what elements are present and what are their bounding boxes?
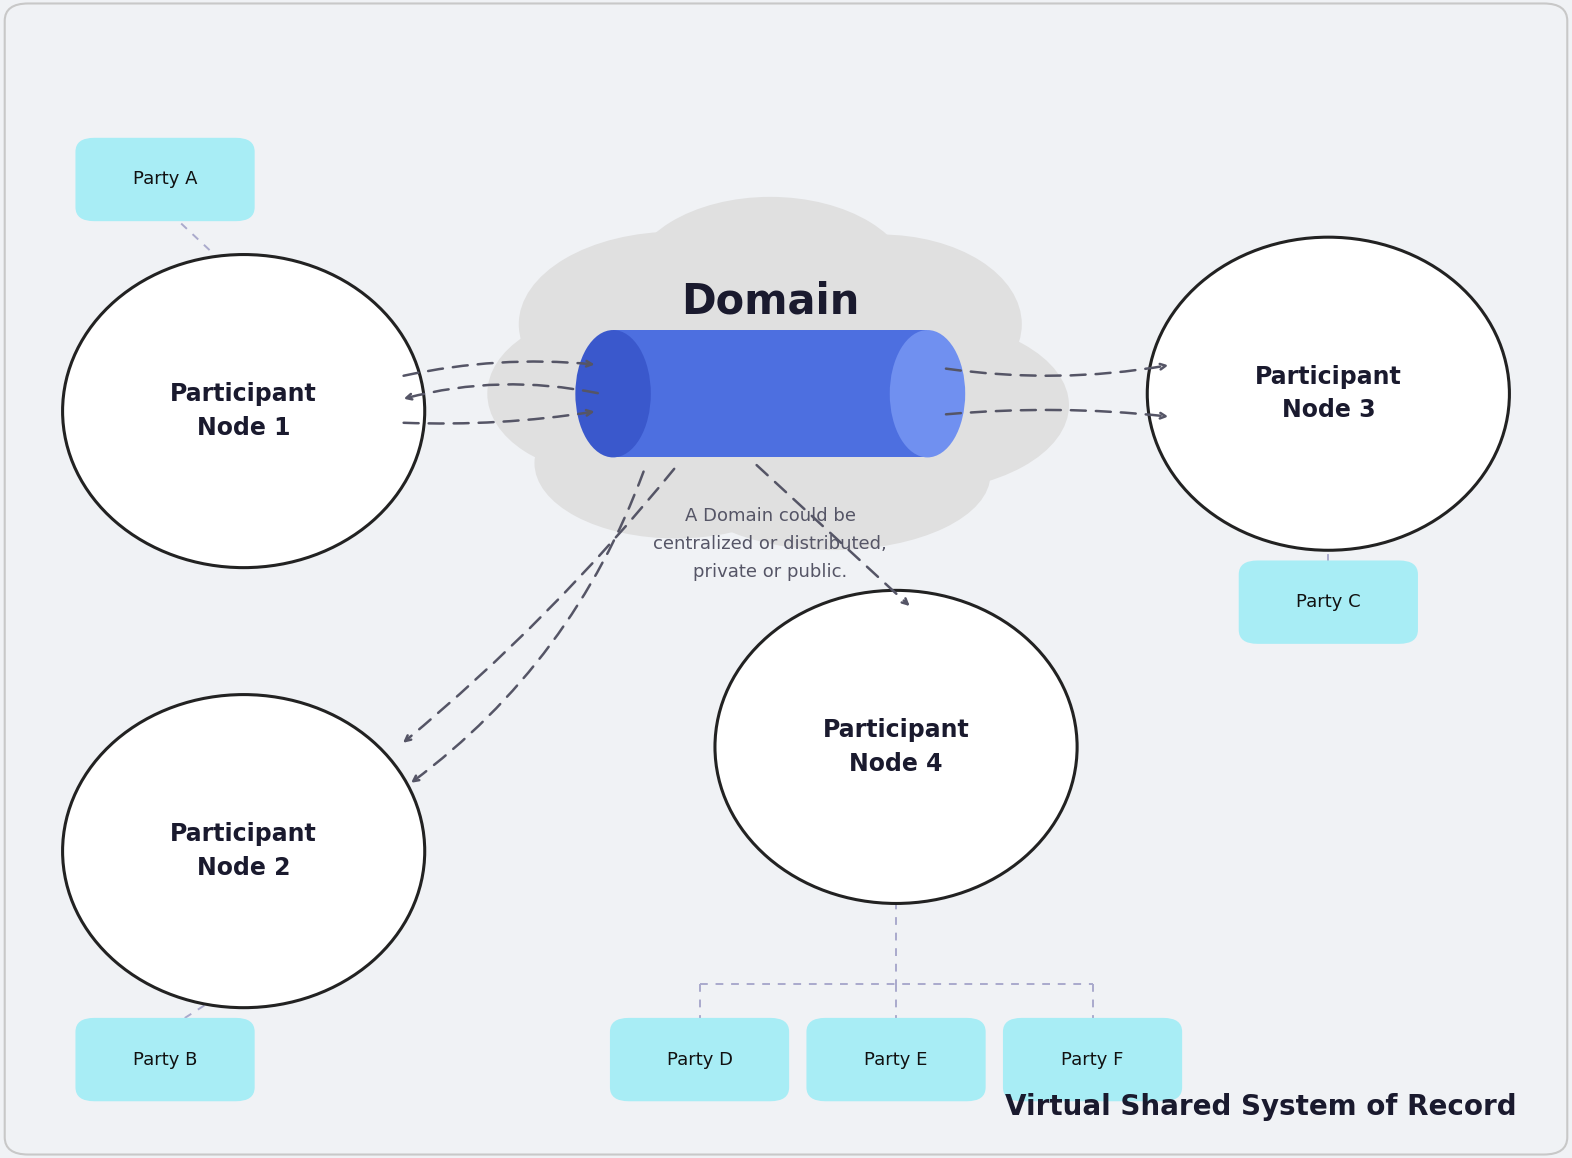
Ellipse shape: [676, 400, 990, 550]
Text: A Domain could be
centralized or distributed,
private or public.: A Domain could be centralized or distrib…: [654, 507, 887, 581]
FancyBboxPatch shape: [806, 1018, 986, 1101]
Ellipse shape: [487, 313, 739, 475]
FancyBboxPatch shape: [610, 1018, 789, 1101]
Text: Participant
Node 1: Participant Node 1: [170, 382, 318, 440]
Text: Party E: Party E: [865, 1050, 927, 1069]
Ellipse shape: [534, 388, 817, 538]
Text: Participant
Node 4: Participant Node 4: [822, 718, 970, 776]
FancyBboxPatch shape: [1003, 1018, 1182, 1101]
Bar: [613, 330, 927, 457]
Text: Domain: Domain: [681, 280, 860, 322]
FancyBboxPatch shape: [75, 138, 255, 221]
Ellipse shape: [63, 255, 424, 567]
Text: Virtual Shared System of Record: Virtual Shared System of Record: [1006, 1093, 1517, 1121]
FancyBboxPatch shape: [1239, 560, 1418, 644]
Ellipse shape: [63, 695, 424, 1007]
Text: Party C: Party C: [1295, 593, 1361, 611]
Ellipse shape: [890, 330, 965, 457]
Text: Party B: Party B: [134, 1050, 196, 1069]
Text: Party D: Party D: [667, 1050, 733, 1069]
FancyBboxPatch shape: [75, 1018, 255, 1101]
Ellipse shape: [629, 197, 912, 371]
Text: Participant
Node 3: Participant Node 3: [1254, 365, 1402, 423]
Text: Party A: Party A: [132, 170, 198, 189]
Text: Participant
Node 2: Participant Node 2: [170, 822, 318, 880]
Ellipse shape: [739, 234, 1022, 415]
Ellipse shape: [1148, 237, 1509, 550]
Ellipse shape: [519, 232, 833, 417]
Ellipse shape: [575, 330, 651, 457]
Ellipse shape: [755, 318, 1069, 492]
Ellipse shape: [550, 301, 990, 486]
Text: Party F: Party F: [1061, 1050, 1124, 1069]
FancyBboxPatch shape: [5, 3, 1567, 1155]
Ellipse shape: [715, 591, 1077, 903]
